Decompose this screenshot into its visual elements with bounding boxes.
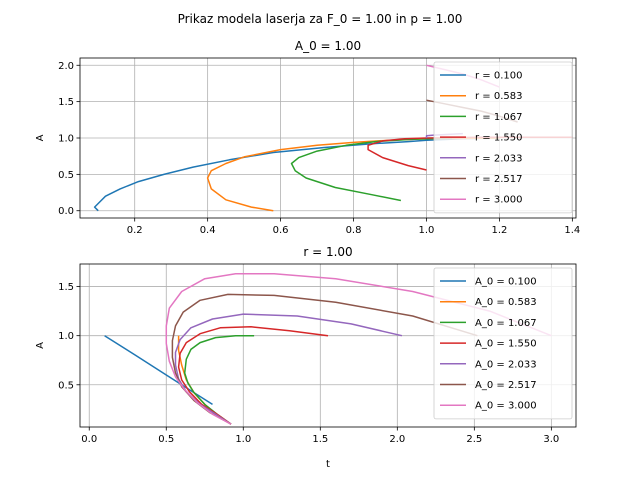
x-tick-label: 1.0 bbox=[235, 434, 251, 445]
chart-1: 0.2 0.4 0.6 0.8 1.0 1.2 1.4 0.0 0.5 1.0 1.5 2.0 A_0 … bbox=[35, 39, 580, 236]
y-tick-label: 1.0 bbox=[58, 331, 74, 342]
chart-2: 0.0 0.5 1.0 1.5 2.0 2.5 3.0 0.5 1.0 1.5 r = 1.00 At… bbox=[35, 245, 577, 470]
legend-label-3: A_0 = 1.067 bbox=[475, 318, 537, 329]
legend-box bbox=[433, 61, 573, 214]
series-line-1 bbox=[104, 335, 213, 406]
x-axis-label: t bbox=[326, 459, 330, 470]
x-tick-label: 0.4 bbox=[200, 225, 216, 236]
legend-label-7: r = 3.000 bbox=[475, 195, 522, 206]
legend-box bbox=[433, 267, 573, 420]
x-tick-label: 1.2 bbox=[491, 225, 507, 236]
legend-label-6: r = 2.517 bbox=[475, 174, 522, 185]
x-tick-label: 1.4 bbox=[564, 225, 580, 236]
y-tick-label: 0.5 bbox=[58, 380, 74, 391]
series-line-7 bbox=[165, 273, 552, 425]
y-tick-label: 1.5 bbox=[58, 282, 74, 293]
series-line-1 bbox=[93, 137, 500, 212]
legend-label-5: r = 2.033 bbox=[475, 153, 522, 164]
legend-label-4: r = 1.550 bbox=[475, 133, 522, 144]
series-line-4 bbox=[177, 326, 329, 425]
y-tick-label: 1.0 bbox=[58, 134, 74, 145]
charts-layer: 0.2 0.4 0.6 0.8 1.0 1.2 1.4 0.0 0.5 1.0 1.5 2.0 A_0 … bbox=[35, 39, 580, 470]
legend-label-1: r = 0.100 bbox=[475, 71, 522, 82]
x-tick-label: 3.0 bbox=[543, 434, 559, 445]
legend-label-7: A_0 = 3.000 bbox=[475, 401, 537, 412]
chart-title: A_0 = 1.00 bbox=[295, 39, 361, 53]
x-tick-label: 0.5 bbox=[158, 434, 174, 445]
y-tick-label: 2.0 bbox=[58, 61, 74, 72]
y-axis-label: A bbox=[35, 342, 46, 349]
legend-label-2: A_0 = 0.583 bbox=[475, 297, 537, 308]
y-tick-label: 0.0 bbox=[58, 206, 74, 217]
x-tick-label: 0.8 bbox=[346, 225, 362, 236]
x-tick-label: 0.6 bbox=[273, 225, 289, 236]
y-axis-label: A bbox=[35, 134, 46, 141]
legend-label-4: A_0 = 1.550 bbox=[475, 339, 537, 350]
legend: A_0 = 0.100 A_0 = 0.583 A_0 = 1.067 A_0 = 1… bbox=[433, 267, 573, 420]
series-line-3 bbox=[183, 334, 255, 425]
x-tick-label: 0.0 bbox=[81, 434, 97, 445]
series-line-3 bbox=[290, 137, 453, 202]
x-tick-label: 2.5 bbox=[466, 434, 482, 445]
x-tick-label: 0.2 bbox=[127, 225, 143, 236]
legend-label-5: A_0 = 2.033 bbox=[475, 359, 537, 370]
series-layer bbox=[104, 273, 552, 425]
x-tick-label: 1.0 bbox=[419, 225, 435, 236]
legend-label-2: r = 0.583 bbox=[475, 91, 522, 102]
legend-label-3: r = 1.067 bbox=[475, 112, 522, 123]
axes-frame bbox=[79, 263, 577, 428]
chart-title: r = 1.00 bbox=[303, 245, 352, 259]
y-tick-label: 0.5 bbox=[58, 170, 74, 181]
y-tick-label: 1.5 bbox=[58, 97, 74, 108]
x-tick-label: 1.5 bbox=[312, 434, 328, 445]
legend: r = 0.100 r = 0.583 r = 1.067 r = 1.550 r = … bbox=[433, 61, 573, 214]
figure-suptitle: Prikaz modela laserja za F_0 = 1.00 in p… bbox=[178, 12, 463, 26]
legend-label-6: A_0 = 2.517 bbox=[475, 380, 537, 391]
legend-label-1: A_0 = 0.100 bbox=[475, 277, 537, 288]
x-tick-label: 2.0 bbox=[389, 434, 405, 445]
